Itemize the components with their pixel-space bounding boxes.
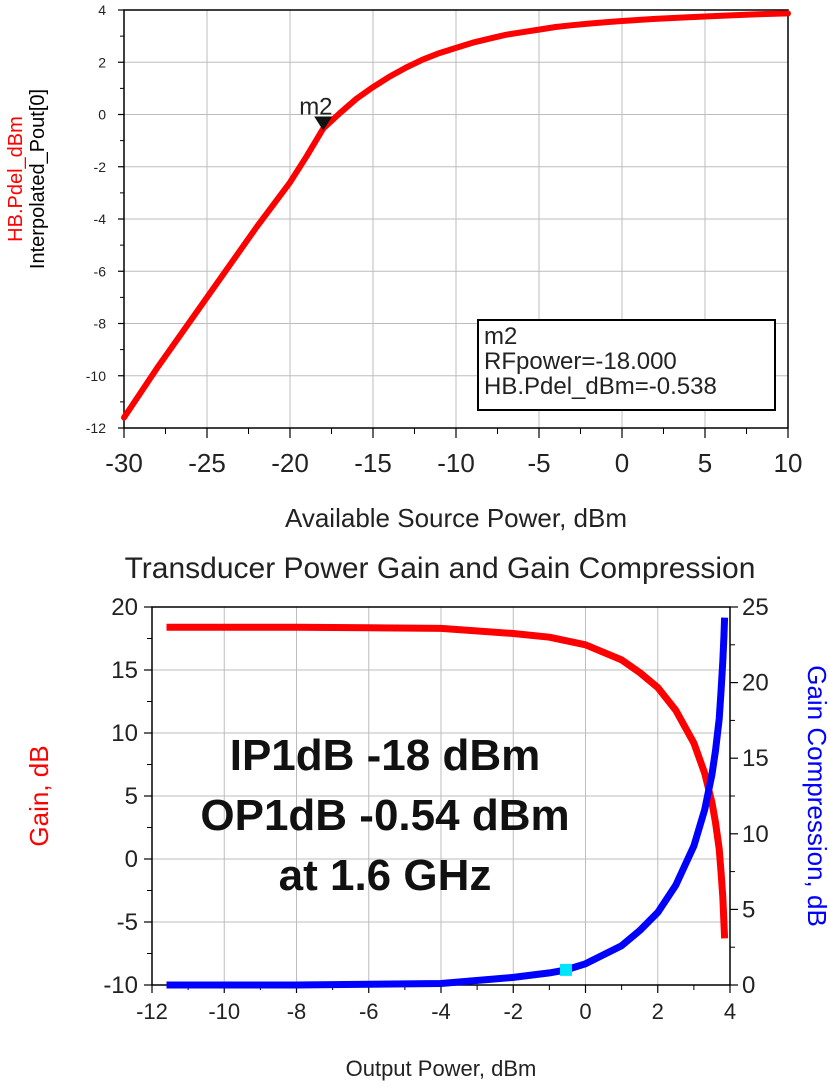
top-y-ticks: -12 -10 -8 -6 -4 -2 0 2 4 — [86, 2, 124, 436]
bottom-right-y-tick-label: 20 — [742, 670, 769, 697]
bottom-left-y-tick-label: -10 — [103, 972, 138, 999]
bottom-left-y-tick-label: 0 — [125, 846, 138, 873]
bottom-x-ticks: -12 -10 -8 -6 -4 -2 0 2 4 — [136, 985, 736, 1024]
bottom-series-line-gain — [166, 623, 729, 939]
bottom-right-y-tick-label: 5 — [742, 896, 755, 923]
top-y-tick-label: -2 — [94, 159, 107, 175]
marker-m2-triangle — [314, 116, 333, 131]
bottom-x-tick-label: -8 — [287, 999, 307, 1024]
bottom-right-y-tick-label: 0 — [742, 972, 755, 999]
top-x-tick-label: -15 — [354, 448, 392, 478]
bottom-x-tick-label: -12 — [136, 999, 168, 1024]
bottom-right-y-tick-label: 10 — [742, 821, 769, 848]
top-x-tick-label: 10 — [774, 448, 803, 478]
bottom-x-tick-label: -2 — [503, 999, 523, 1024]
top-x-tick-label: -20 — [271, 448, 309, 478]
marker-readout-line: RFpower=-18.000 — [484, 348, 677, 375]
bottom-series-group — [166, 617, 729, 989]
bottom-annotation: IP1dB -18 dBm OP1dB -0.54 dBm at 1.6 GHz — [200, 731, 569, 900]
top-x-ticks: -30 -25 -20 -15 -10 -5 0 5 10 — [105, 428, 802, 478]
bottom-series-line-gain-compression — [166, 617, 729, 989]
top-y-tick-label: -8 — [94, 316, 107, 332]
top-series-group — [121, 10, 791, 421]
top-y-tick-label: -6 — [94, 263, 107, 279]
top-x-tick-label: -30 — [105, 448, 143, 478]
bottom-right-y-tick-label: 25 — [742, 594, 769, 621]
top-chart: -30 -25 -20 -15 -10 -5 0 5 10 -12-10-8-6-4-2024 … — [5, 2, 802, 533]
bottom-x-tick-label: -4 — [431, 999, 451, 1024]
bottom-x-tick-label: 4 — [724, 999, 736, 1024]
marker-readout-line: HB.Pdel_dBm=-0.538 — [484, 373, 717, 400]
bottom-chart-title: Transducer Power Gain and Gain Compressi… — [125, 552, 756, 585]
top-y-tick-label: -4 — [94, 211, 107, 227]
top-y-axis-label-series: HB.Pdel_dBm — [5, 116, 27, 242]
bottom-chart: Transducer Power Gain and Gain Compressi… — [24, 552, 830, 1081]
top-y-tick-label: -10 — [86, 368, 106, 384]
bottom-left-y-ticks: -10 -5 0 5 10 15 20 — [103, 594, 152, 999]
top-y-tick-label: 4 — [98, 2, 106, 18]
top-x-axis-label: Available Source Power, dBm — [285, 503, 627, 533]
bottom-left-y-tick-label: 5 — [125, 783, 138, 810]
bottom-left-y-tick-label: 15 — [111, 657, 138, 684]
bottom-left-y-tick-label: 10 — [111, 720, 138, 747]
bottom-x-tick-label: -6 — [359, 999, 379, 1024]
bottom-x-tick-label: -10 — [208, 999, 240, 1024]
marker-m2-label: m2 — [299, 94, 332, 121]
top-x-tick-label: -5 — [527, 448, 550, 478]
bottom-left-y-tick-label: 20 — [111, 594, 138, 621]
top-series-line-pdel — [121, 10, 791, 421]
bottom-left-y-tick-label: -5 — [117, 909, 138, 936]
top-y-tick-label: 2 — [98, 54, 106, 70]
bottom-right-y-ticks: 0 5 10 15 20 25 — [730, 594, 769, 999]
op1db-highlight-point — [559, 963, 572, 976]
top-x-tick-label: -10 — [437, 448, 475, 478]
bottom-x-tick-label: 2 — [652, 999, 664, 1024]
marker-readout-box — [477, 319, 776, 411]
bottom-x-tick-label: 0 — [579, 999, 591, 1024]
top-y-tick-label: 0 — [98, 107, 106, 123]
bottom-right-y-axis-label: Gain Compression, dB — [802, 665, 830, 927]
bottom-x-axis-label: Output Power, dBm — [346, 1056, 537, 1081]
marker-readout-line: m2 — [484, 323, 517, 350]
bottom-right-y-tick-label: 15 — [742, 745, 769, 772]
top-y-tick-label: -12 — [86, 420, 106, 436]
top-x-tick-label: 5 — [698, 448, 712, 478]
top-x-tick-label: -25 — [188, 448, 226, 478]
annotation-line-ip1db: IP1dB -18 dBm — [230, 731, 541, 780]
top-x-tick-label: 0 — [615, 448, 629, 478]
top-y-axis-label-interp: Interpolated_Pout[0] — [27, 89, 49, 269]
bottom-left-y-axis-label: Gain, dB — [24, 745, 54, 846]
annotation-line-op1db: OP1dB -0.54 dBm — [200, 791, 569, 840]
annotation-line-frequency: at 1.6 GHz — [279, 851, 492, 900]
